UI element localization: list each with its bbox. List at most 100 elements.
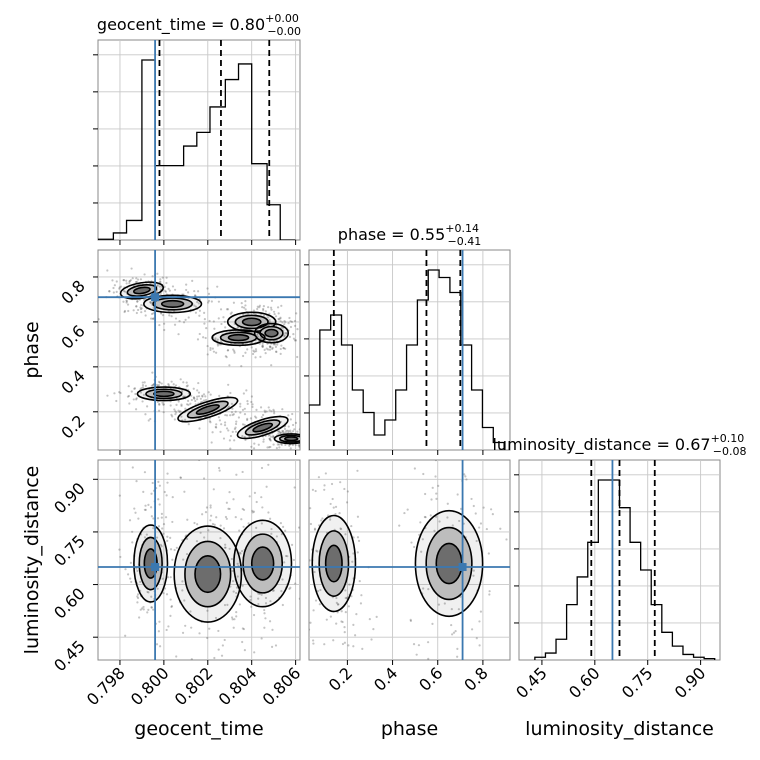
sample-point — [126, 395, 130, 398]
sample-point — [198, 309, 201, 312]
sample-point — [252, 352, 255, 356]
sample-point — [255, 416, 258, 419]
sample-point — [207, 292, 211, 295]
sample-point — [220, 654, 224, 657]
sample-point — [274, 315, 278, 318]
sample-point — [210, 514, 213, 517]
sample-point — [163, 328, 166, 332]
sample-point — [177, 409, 180, 412]
sample-point — [235, 473, 238, 476]
sample-point — [171, 520, 174, 524]
sample-point — [120, 285, 123, 288]
sample-point — [312, 609, 315, 612]
sample-point — [243, 306, 246, 309]
sample-point — [329, 518, 332, 521]
sample-point — [280, 344, 283, 347]
sample-point — [186, 518, 189, 521]
sample-point — [317, 476, 321, 479]
sample-point — [252, 309, 256, 312]
sample-point — [505, 538, 508, 541]
sample-point — [124, 634, 127, 637]
sample-point — [214, 337, 217, 340]
sample-point — [250, 605, 253, 608]
sample-point — [181, 389, 184, 392]
sample-point — [243, 435, 246, 439]
sample-point — [239, 402, 242, 405]
sample-point — [264, 602, 268, 605]
sample-point — [261, 345, 264, 348]
sample-point — [207, 529, 210, 532]
sample-point — [143, 381, 146, 384]
sample-point — [272, 343, 275, 346]
sample-point — [209, 346, 212, 350]
sample-point — [157, 384, 161, 387]
y-tick-label-phase: 0.8 — [57, 276, 88, 307]
sample-point — [262, 307, 265, 311]
sample-point — [346, 490, 349, 493]
sample-point — [169, 404, 172, 407]
sample-point — [152, 306, 155, 309]
sample-point — [257, 443, 260, 446]
sample-point — [219, 537, 222, 540]
sample-point — [173, 323, 177, 326]
y-tick-label-phase: 0.2 — [57, 411, 88, 442]
sample-point — [229, 312, 232, 315]
sample-point — [475, 539, 478, 543]
sample-point — [309, 628, 311, 631]
sample-point — [135, 280, 138, 283]
sample-point — [233, 618, 236, 621]
sample-point — [220, 423, 223, 426]
sample-point — [141, 607, 144, 610]
sample-point — [456, 647, 459, 650]
sample-point — [194, 311, 198, 314]
sample-point — [306, 567, 308, 569]
sample-point — [198, 427, 201, 430]
sample-point — [142, 490, 145, 494]
sample-point — [160, 512, 163, 515]
sample-point — [284, 554, 288, 558]
sample-point — [157, 480, 160, 483]
sample-point — [162, 532, 165, 535]
sample-point — [420, 550, 423, 553]
sample-point — [247, 522, 250, 525]
sample-point — [293, 324, 297, 327]
sample-point — [216, 338, 219, 341]
sample-point — [339, 527, 343, 531]
sample-point — [245, 389, 248, 392]
sample-point — [433, 529, 436, 532]
sample-point — [249, 598, 252, 602]
sample-point — [246, 417, 249, 420]
sample-point — [299, 561, 300, 563]
sample-point — [304, 437, 306, 439]
sample-point — [254, 415, 257, 418]
sample-point — [196, 338, 200, 341]
sample-point — [309, 621, 312, 624]
sample-point — [165, 494, 168, 497]
sample-point — [283, 561, 286, 564]
sample-point — [298, 445, 300, 448]
sample-point — [123, 309, 127, 313]
sample-point — [330, 482, 334, 486]
sample-point — [280, 326, 283, 329]
sample-point — [329, 502, 332, 506]
sample-point — [281, 603, 284, 607]
sample-point — [166, 472, 169, 475]
sample-point — [355, 613, 358, 616]
sample-point — [289, 320, 292, 323]
marginal-title-phase: phase = 0.55+0.14 −0.41 — [338, 222, 481, 248]
sample-point — [203, 311, 206, 314]
sample-point — [153, 661, 155, 663]
sample-point — [226, 349, 230, 352]
sample-point — [286, 555, 289, 558]
sample-point — [166, 535, 169, 538]
sample-point — [283, 427, 287, 431]
sample-point — [262, 314, 266, 318]
sample-point — [236, 562, 239, 565]
sample-point — [190, 398, 193, 402]
sample-point — [325, 618, 328, 621]
sample-point — [242, 354, 245, 358]
sample-point — [124, 290, 127, 293]
sample-point — [303, 443, 305, 445]
sample-point — [234, 410, 237, 413]
sample-point — [450, 608, 453, 611]
